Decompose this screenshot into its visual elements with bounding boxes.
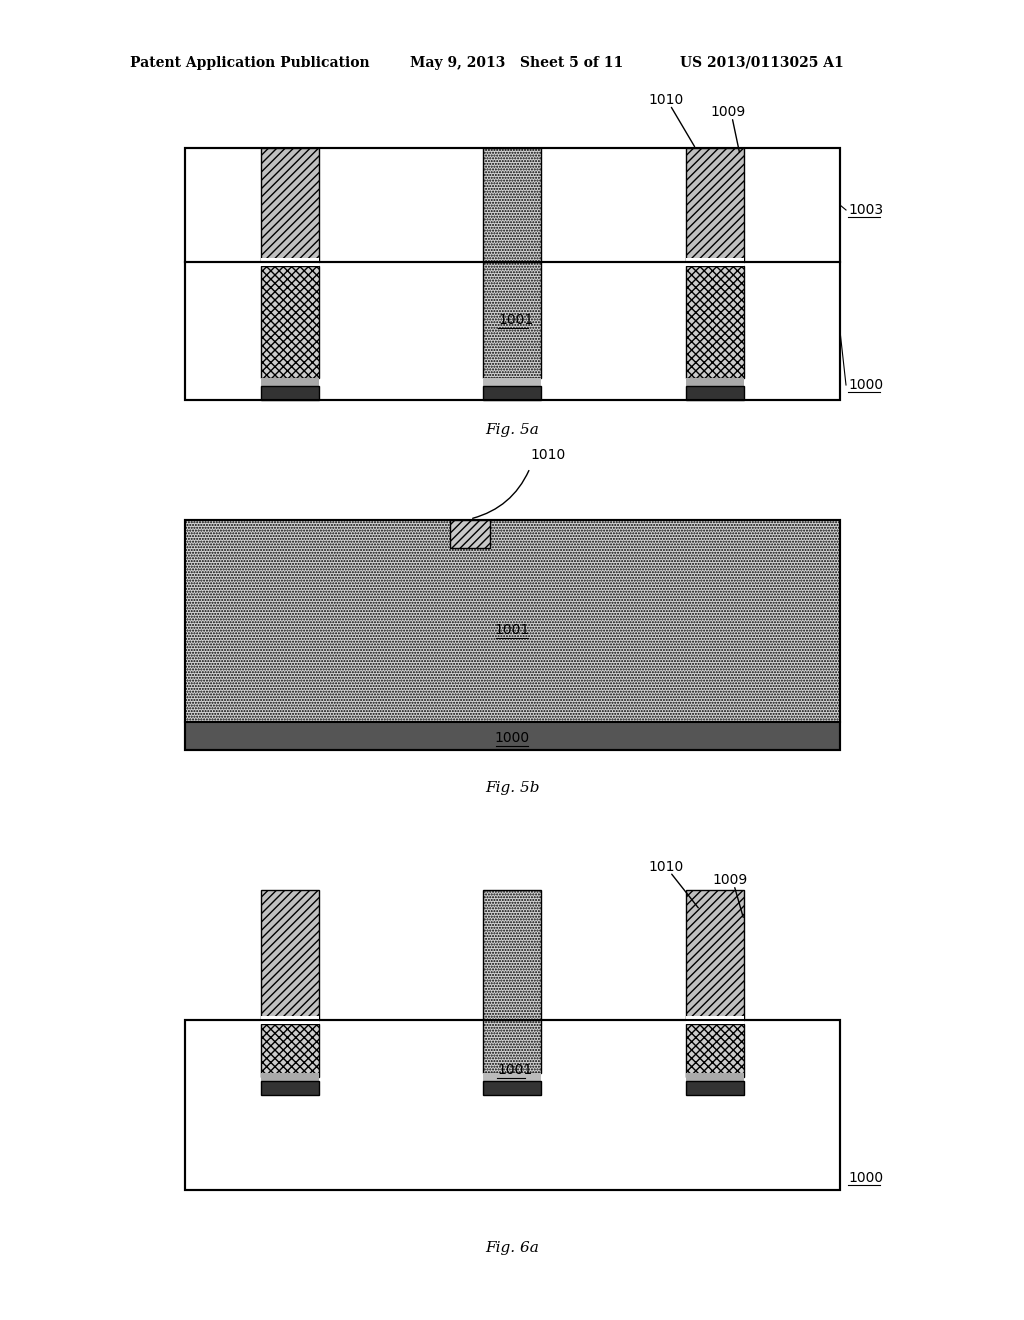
Bar <box>261 890 319 1020</box>
Bar <box>686 257 744 267</box>
Bar <box>686 385 744 400</box>
Text: 1010: 1010 <box>648 92 683 107</box>
Text: 1010: 1010 <box>530 447 565 462</box>
Text: 1000: 1000 <box>848 1171 883 1185</box>
Bar <box>261 1081 319 1096</box>
Bar <box>185 148 840 400</box>
Bar <box>185 1020 840 1191</box>
Bar <box>483 385 541 400</box>
Bar <box>686 1016 744 1024</box>
Text: 1001: 1001 <box>495 623 529 638</box>
Text: 1009: 1009 <box>710 106 745 119</box>
Text: 1001: 1001 <box>498 313 534 327</box>
Bar <box>483 148 541 261</box>
Bar <box>261 1016 319 1024</box>
Text: 1003: 1003 <box>848 203 883 216</box>
Bar <box>450 520 490 548</box>
Bar <box>185 722 840 750</box>
Bar <box>686 1081 744 1096</box>
Bar <box>483 1073 541 1081</box>
Bar <box>686 890 744 1020</box>
Text: 1000: 1000 <box>495 731 529 744</box>
Bar <box>185 148 840 400</box>
Text: May 9, 2013   Sheet 5 of 11: May 9, 2013 Sheet 5 of 11 <box>410 55 624 70</box>
Bar <box>261 148 319 261</box>
Bar <box>261 257 319 267</box>
Text: 1000: 1000 <box>848 378 883 392</box>
Bar <box>261 1073 319 1081</box>
Bar <box>686 267 744 378</box>
Bar <box>261 378 319 385</box>
Text: 1001: 1001 <box>497 1063 532 1077</box>
Bar <box>686 148 744 261</box>
Text: 1009: 1009 <box>712 873 748 887</box>
Text: Patent Application Publication: Patent Application Publication <box>130 55 370 70</box>
Bar <box>261 267 319 378</box>
Bar <box>185 520 840 722</box>
Bar <box>686 1024 744 1077</box>
Bar <box>483 261 541 378</box>
Text: US 2013/0113025 A1: US 2013/0113025 A1 <box>680 55 844 70</box>
Bar <box>261 1024 319 1077</box>
Bar <box>185 1020 840 1191</box>
Text: 1010: 1010 <box>648 861 683 874</box>
Bar <box>261 385 319 400</box>
Bar <box>185 520 840 750</box>
Bar <box>483 890 541 1020</box>
Bar <box>483 378 541 385</box>
Bar <box>686 1073 744 1081</box>
Bar <box>483 1081 541 1096</box>
Bar <box>483 1020 541 1073</box>
Text: Fig. 5a: Fig. 5a <box>485 422 539 437</box>
Bar <box>686 378 744 385</box>
Text: Fig. 5b: Fig. 5b <box>484 781 540 795</box>
Text: Fig. 6a: Fig. 6a <box>485 1241 539 1255</box>
